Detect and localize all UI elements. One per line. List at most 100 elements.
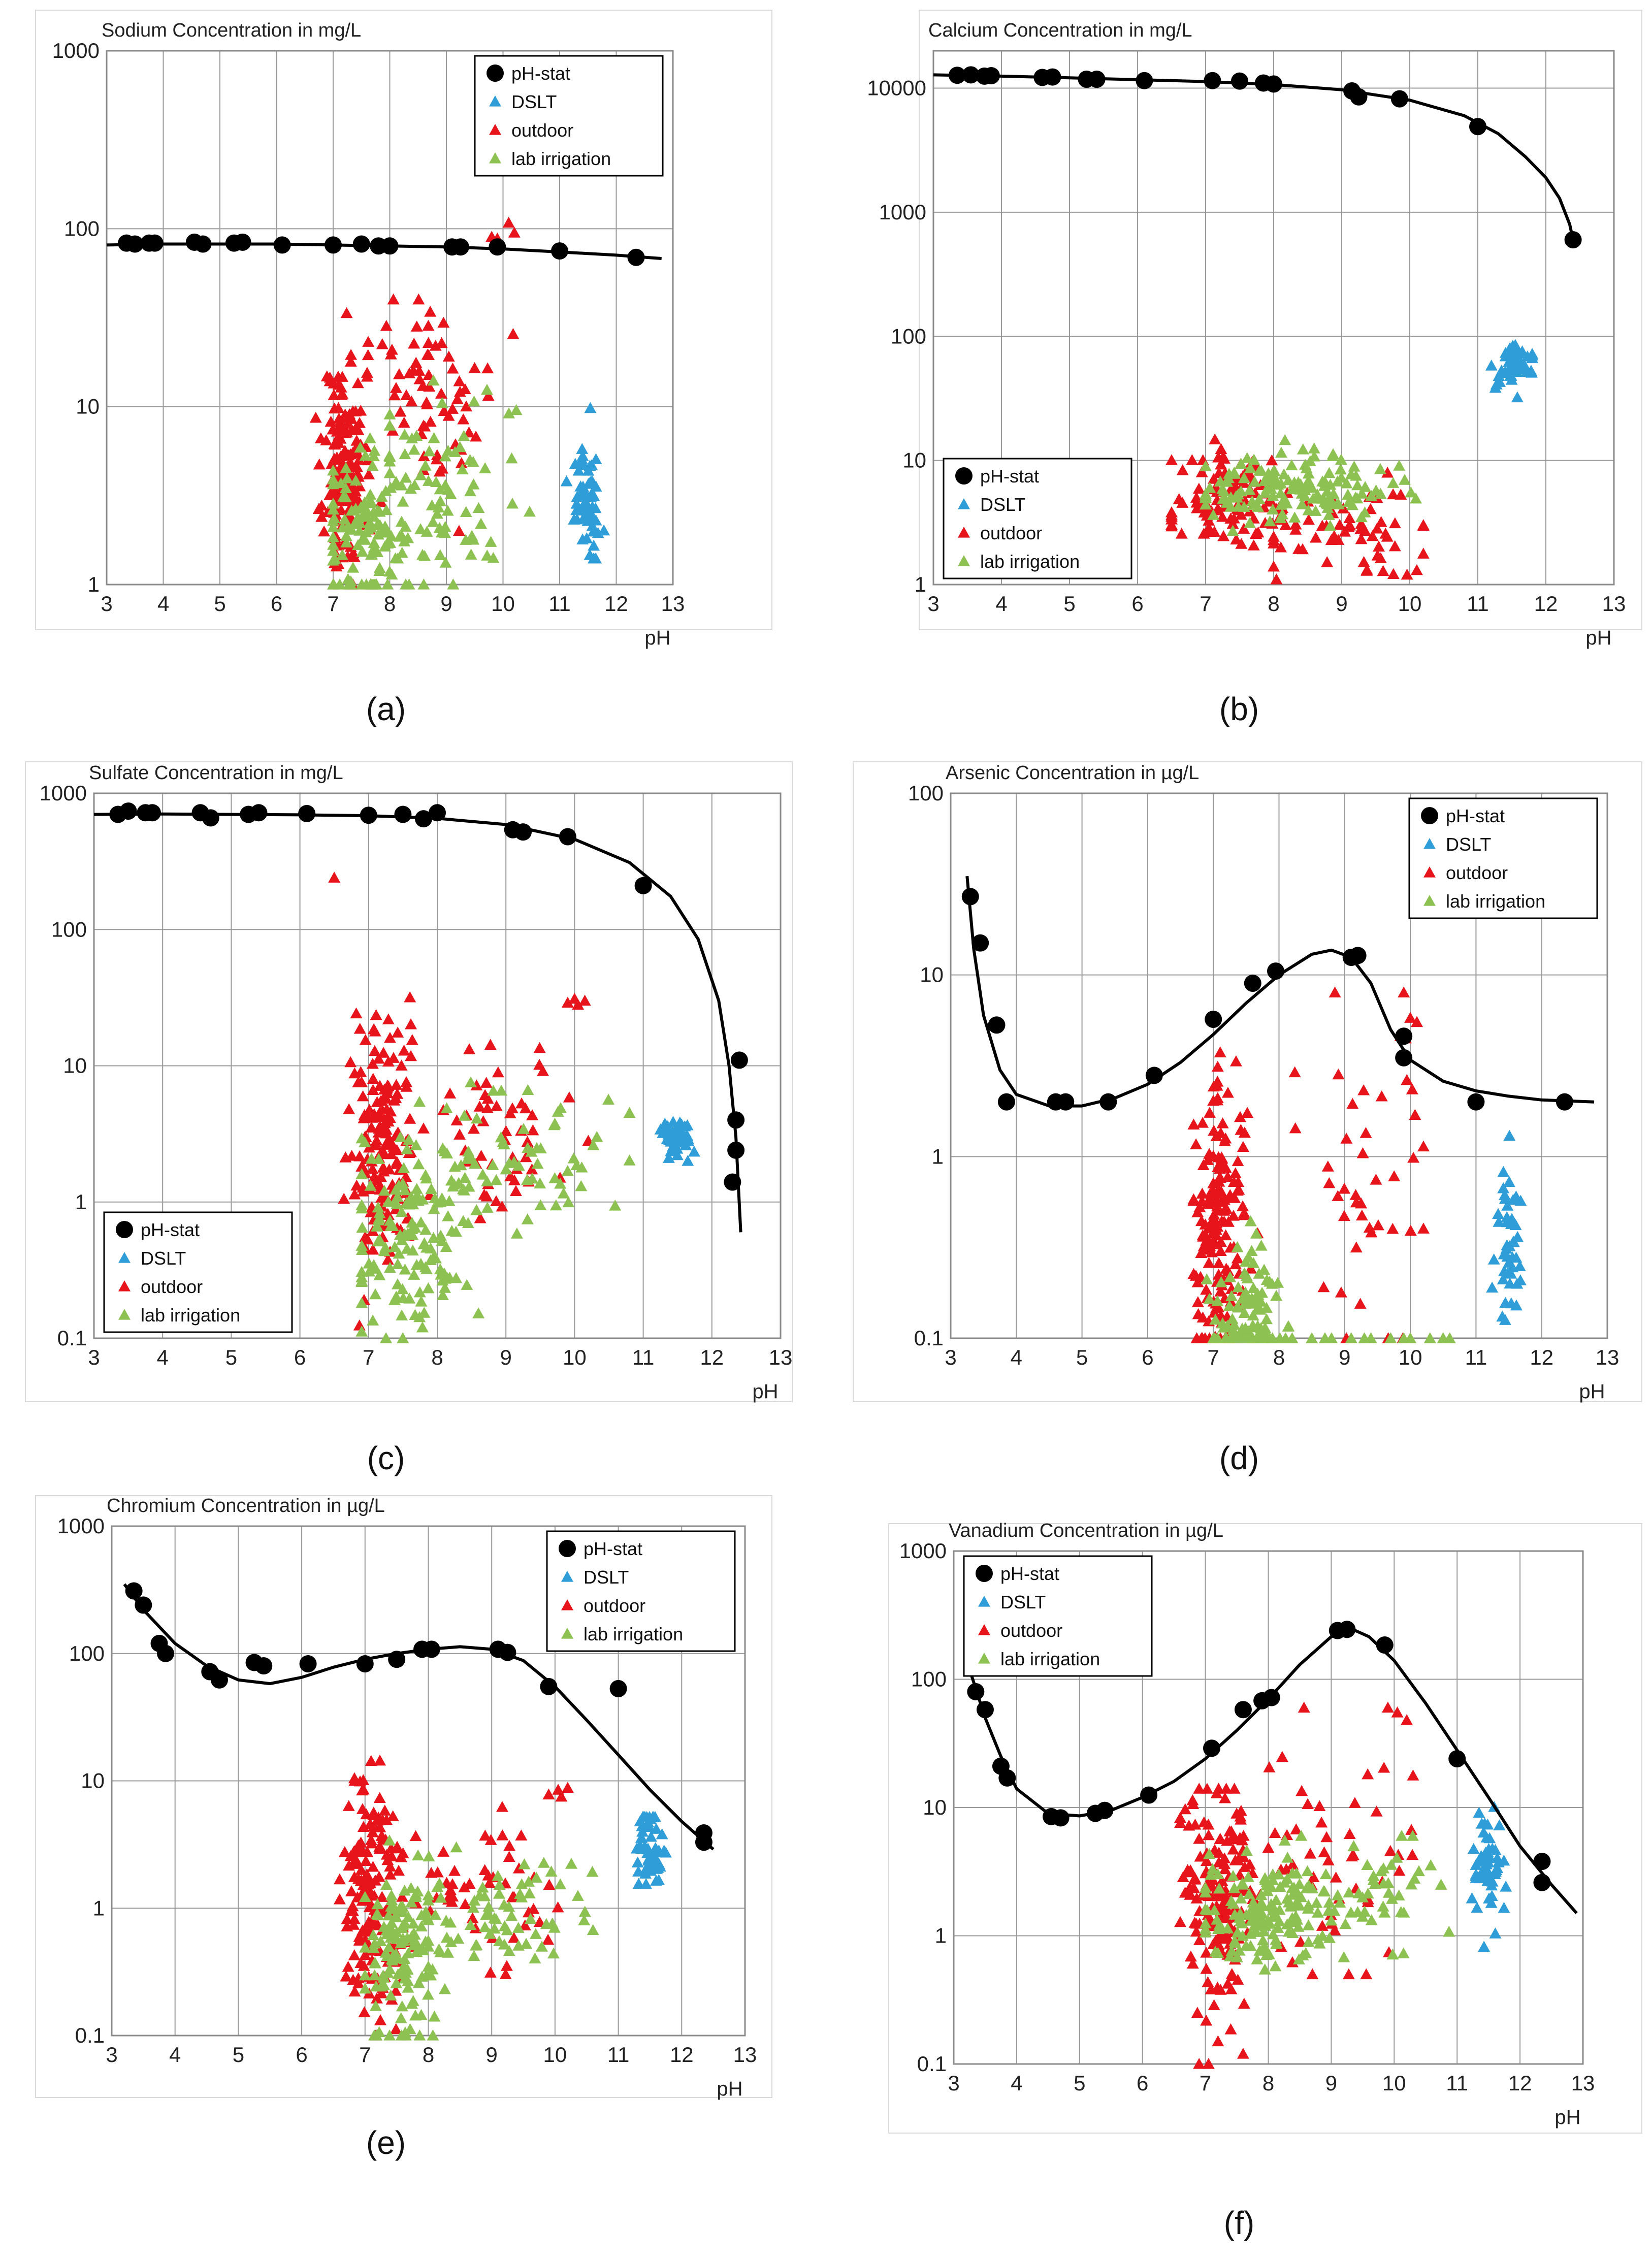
lab-marker [1299, 484, 1311, 496]
lab-marker [396, 1309, 408, 1320]
lab-marker [1201, 1273, 1213, 1284]
dslt-marker [645, 1830, 658, 1842]
outdoor-marker [1411, 1016, 1423, 1027]
lab-marker [1244, 517, 1256, 528]
lab-marker [1270, 1933, 1282, 1945]
lab-marker [1313, 1938, 1326, 1949]
lab-marker [385, 1953, 398, 1964]
lab-marker [327, 473, 339, 485]
outdoor-marker [388, 389, 401, 401]
x-tick-label: 10 [491, 592, 515, 616]
x-tick-label: 13 [661, 592, 685, 616]
outdoor-marker [1221, 1171, 1234, 1182]
dslt-marker [650, 1875, 663, 1886]
dslt-marker [1493, 1216, 1505, 1227]
chart-title: Chromium Concentration in µg/L [107, 1495, 385, 1517]
lab-marker [1261, 482, 1274, 494]
lab-marker [1311, 1907, 1324, 1918]
lab-marker [394, 1229, 407, 1240]
outdoor-marker [368, 1045, 381, 1056]
dslt-marker [640, 1862, 653, 1874]
outdoor-marker [387, 1052, 400, 1063]
outdoor-marker [1388, 1170, 1401, 1181]
outdoor-marker [1235, 538, 1248, 549]
ph-stat-marker [1052, 1809, 1070, 1827]
outdoor-marker [328, 377, 340, 389]
outdoor-marker [424, 415, 437, 427]
lab-marker [1365, 1914, 1378, 1925]
ph-stat-marker [394, 805, 412, 823]
outdoor-marker [1228, 1783, 1241, 1794]
outdoor-marker [384, 1860, 397, 1872]
lab-marker [1251, 1303, 1264, 1314]
outdoor-marker [377, 1092, 390, 1104]
lab-marker [523, 1887, 536, 1898]
outdoor-marker [367, 1073, 379, 1084]
lab-marker [447, 578, 460, 590]
panel-label: (f) [1224, 2205, 1254, 2241]
lab-marker [1261, 1885, 1274, 1896]
lab-marker [1285, 459, 1298, 470]
lab-marker [383, 449, 396, 461]
lab-marker [383, 455, 396, 467]
lab-marker [493, 1887, 505, 1899]
ph-stat-marker [724, 1173, 741, 1191]
dslt-marker [1466, 1892, 1478, 1904]
x-tick-label: 9 [440, 592, 452, 616]
ph-stat-marker [202, 809, 219, 827]
outdoor-marker [1190, 1138, 1203, 1149]
outdoor-marker [1173, 493, 1185, 504]
outdoor-marker [526, 1163, 538, 1175]
lab-marker [1213, 1918, 1226, 1930]
outdoor-marker [492, 1066, 504, 1078]
lab-marker [441, 1147, 454, 1158]
lab-marker [1256, 1934, 1269, 1946]
outdoor-marker [391, 1144, 403, 1155]
lab-marker [1326, 450, 1339, 461]
outdoor-marker [382, 1013, 395, 1024]
lab-marker [1437, 1332, 1449, 1343]
outdoor-marker [444, 1884, 457, 1895]
outdoor-marker [1238, 523, 1250, 534]
outdoor-marker [328, 872, 341, 883]
ph-stat-marker [1267, 962, 1285, 980]
outdoor-marker [377, 1162, 390, 1173]
ph-stat-marker [451, 238, 469, 256]
x-axis-label: pH [644, 627, 670, 649]
lab-marker [1358, 1906, 1371, 1917]
outdoor-marker [1361, 564, 1373, 575]
outdoor-marker [422, 319, 435, 331]
lab-marker [367, 1314, 379, 1326]
outdoor-marker [390, 1079, 403, 1090]
dslt-marker [636, 1825, 649, 1837]
outdoor-marker [444, 1087, 457, 1099]
outdoor-marker [1333, 519, 1346, 530]
outdoor-marker [490, 1100, 503, 1111]
outdoor-marker [1307, 1871, 1320, 1882]
lab-marker [459, 1172, 471, 1183]
outdoor-marker [481, 1102, 494, 1113]
outdoor-marker [1219, 1863, 1232, 1875]
lab-marker [1297, 443, 1309, 455]
lab-marker [464, 454, 476, 465]
lab-marker [487, 1159, 499, 1170]
x-tick-label: 6 [1131, 592, 1143, 616]
dslt-marker [1482, 1868, 1495, 1880]
ph-stat-marker [1205, 1010, 1222, 1028]
lab-marker [1375, 1865, 1387, 1877]
x-tick-label: 5 [1074, 2071, 1085, 2095]
dslt-marker [579, 496, 592, 507]
outdoor-marker [1381, 466, 1394, 478]
outdoor-marker [448, 1864, 461, 1876]
lab-marker [1386, 1893, 1399, 1904]
lab-marker [380, 1879, 393, 1890]
lab-marker [492, 1869, 504, 1881]
outdoor-marker [1289, 524, 1302, 535]
outdoor-marker [409, 1830, 422, 1842]
legend: pH-stat DSLT outdoor lab irrigation [963, 1555, 1153, 1677]
lab-marker [399, 1972, 411, 1984]
legend-label-outdoor: outdoor [584, 1595, 645, 1616]
outdoor-marker [533, 1058, 546, 1070]
lab-marker [1276, 508, 1289, 520]
x-axis-label: pH [717, 2078, 742, 2100]
